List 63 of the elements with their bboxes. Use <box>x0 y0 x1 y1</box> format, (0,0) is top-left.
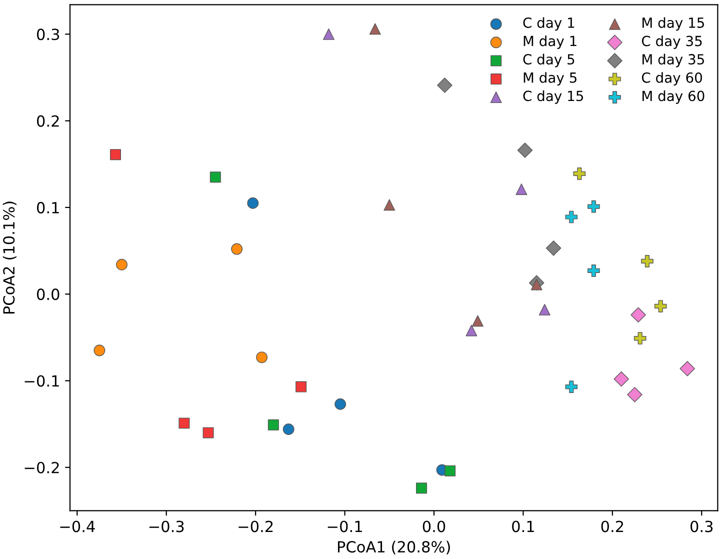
legend-label: C day 15 <box>523 90 584 104</box>
y-axis-title: PCoA2 (10.1%) <box>2 202 16 314</box>
legend-label: C day 60 <box>642 72 702 86</box>
point <box>334 398 346 410</box>
point <box>546 240 562 256</box>
point <box>94 344 106 356</box>
legend-label: M day 60 <box>642 90 704 104</box>
point <box>210 172 221 183</box>
x-tick-label: −0.4 <box>60 520 95 532</box>
point <box>516 184 528 195</box>
point <box>538 304 550 316</box>
point <box>654 300 667 312</box>
point <box>256 352 268 364</box>
point <box>282 424 294 435</box>
y-tick-label: 0.2 <box>36 115 59 127</box>
point <box>627 386 642 402</box>
point <box>437 78 452 93</box>
x-tick-label: 0.0 <box>422 520 446 532</box>
point <box>472 315 484 327</box>
point <box>296 381 307 392</box>
point <box>384 199 396 211</box>
legend-label: C day 1 <box>523 17 574 31</box>
point <box>178 418 190 429</box>
x-tick-label: 0.3 <box>690 520 713 532</box>
point <box>268 419 279 430</box>
legend-label: M day 5 <box>524 72 576 86</box>
point <box>588 264 600 277</box>
legend-label: M day 1 <box>524 36 576 49</box>
y-tick-label: 0.0 <box>36 288 60 300</box>
point <box>110 149 121 160</box>
point <box>565 380 578 393</box>
point <box>466 324 478 336</box>
x-tick-label: 0.2 <box>601 520 624 532</box>
point <box>588 200 600 213</box>
point <box>573 167 586 180</box>
point <box>517 142 533 158</box>
point <box>634 332 646 344</box>
legend-label: C day 5 <box>523 54 574 68</box>
point <box>202 427 214 438</box>
point <box>322 28 334 40</box>
y-tick-label: 0.1 <box>36 202 59 214</box>
point <box>680 360 695 376</box>
point <box>369 23 381 35</box>
point <box>231 243 243 255</box>
x-tick-label: −0.1 <box>328 520 362 532</box>
legend-label: M day 35 <box>642 54 704 68</box>
y-tick-label: −0.2 <box>24 462 59 474</box>
legend-label: C day 35 <box>642 36 702 49</box>
point <box>444 465 456 476</box>
point <box>630 307 646 323</box>
point <box>247 197 259 209</box>
point <box>641 255 654 268</box>
point <box>116 258 128 270</box>
point <box>565 210 578 224</box>
x-tick-label: 0.1 <box>512 520 534 532</box>
x-tick-label: −0.2 <box>238 520 273 532</box>
x-tick-label: −0.3 <box>149 520 184 532</box>
y-tick-label: −0.1 <box>24 375 59 387</box>
point <box>416 482 428 494</box>
legend-label: M day 15 <box>642 17 704 31</box>
x-axis-title: PCoA1 (20.8%) <box>338 540 450 554</box>
y-tick-label: 0.3 <box>36 28 60 40</box>
point <box>614 371 629 387</box>
